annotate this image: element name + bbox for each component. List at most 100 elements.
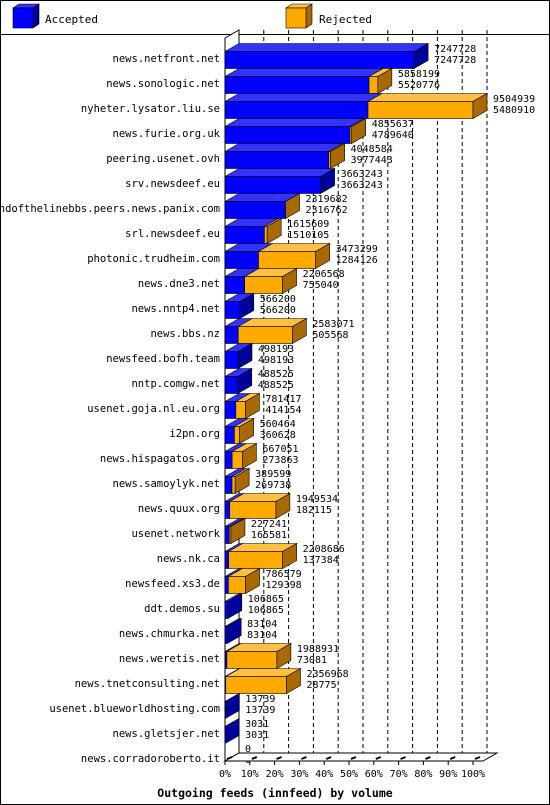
legend-rejected-swatch (285, 3, 313, 29)
bar-rejected-front (237, 326, 293, 344)
value-label-accepted: 165581 (251, 530, 287, 541)
bar-rejected-side (245, 392, 260, 420)
bar-rejected (257, 243, 331, 269)
bar-rejected-side (315, 242, 330, 270)
bar-accepted-front (224, 101, 369, 119)
bar-rejected-front (244, 276, 283, 294)
value-label-total: 1615609 (287, 219, 329, 230)
bar-rejected-front (228, 576, 246, 594)
bar-accepted-front (224, 526, 230, 544)
bar-accepted-front (224, 376, 239, 394)
bar-accepted-side (225, 692, 240, 720)
value-label-accepted: 182115 (296, 505, 332, 516)
bar-rejected-front (229, 501, 277, 519)
bar-accepted-side (227, 592, 243, 620)
bar-rejected-side (230, 517, 246, 545)
bar-rejected-side (330, 142, 345, 170)
category-label: nyheter.lysator.liu.se (81, 103, 220, 115)
category-label: i2pn.org (169, 428, 220, 440)
value-label-total: 488525 (258, 369, 294, 380)
value-label-accepted: 5520776 (398, 80, 440, 91)
value-label-accepted: 269738 (255, 480, 291, 491)
bar-accepted-front (224, 276, 246, 294)
x-tick-label: 30% (290, 769, 308, 780)
value-label-accepted: 1510105 (287, 230, 329, 241)
category-label: news.nk.ca (157, 553, 220, 565)
category-label: news.netfront.net (113, 53, 220, 65)
value-label-accepted: 498193 (258, 355, 294, 366)
bar-rejected-side (282, 267, 297, 295)
bar-accepted-front (224, 351, 239, 369)
category-label: news.nntp4.net (131, 303, 220, 315)
bar-accepted (223, 93, 384, 119)
bar-accepted-front (224, 326, 239, 344)
x-tick-slant-0 (226, 756, 233, 760)
value-label-accepted: 129398 (266, 580, 302, 591)
bar-accepted-side (239, 292, 255, 320)
value-label-total: 7247728 (434, 44, 476, 55)
bar-accepted-top (223, 118, 366, 127)
value-label-total: 9504939 (493, 94, 535, 105)
bar-accepted (223, 43, 430, 69)
bar-accepted-side (413, 42, 429, 70)
bar-rejected-front (264, 226, 268, 244)
bar-rejected (224, 668, 302, 694)
bar-rejected-side (266, 217, 282, 245)
value-label-total: 781417 (265, 394, 301, 405)
legend: Accepted Rejected (12, 3, 372, 29)
bar-accepted-side (237, 342, 253, 370)
bar-rejected (237, 318, 308, 344)
bar-rejected-front (235, 401, 246, 419)
value-label-total: 389599 (255, 469, 291, 480)
bar-rejected (366, 93, 489, 119)
x-tick-label: 60% (365, 769, 383, 780)
bar-accepted-top (223, 43, 430, 52)
bar-accepted (223, 68, 385, 94)
value-label-accepted: 3663243 (341, 180, 383, 191)
bar-rejected-front (228, 551, 283, 569)
x-tick-slant-3 (301, 756, 307, 760)
value-label-accepted: 414154 (265, 405, 301, 416)
x-tick-label: 50% (340, 769, 358, 780)
value-label-total: 4855637 (372, 119, 414, 130)
x-tick-slant-9 (449, 756, 456, 760)
value-label-total: 1949534 (296, 494, 338, 505)
x-tick-slant-10 (474, 756, 481, 760)
value-label-total: 3031 (245, 719, 269, 730)
category-label: news.bbs.nz (150, 328, 220, 340)
bar-accepted (223, 168, 336, 194)
value-label-accepted: 2316762 (306, 205, 348, 216)
bar-accepted-front (224, 626, 228, 644)
category-label: news.sonologic.net (106, 78, 220, 90)
bar-accepted-front (224, 176, 321, 194)
value-label-accepted: 106865 (248, 605, 284, 616)
category-label: news.tnetconsulting.net (75, 678, 220, 690)
bar-rejected-front (368, 76, 379, 94)
category-label: nntp.comgw.net (131, 378, 220, 390)
bar-accepted (223, 243, 274, 269)
bar-rejected (228, 493, 291, 519)
x-axis: 0% 10% 20% 30% 40% 50% 60% 70% 80% 90% 100% (219, 752, 499, 780)
bar-rejected-front (231, 476, 236, 494)
category-label: news.weretis.net (119, 653, 220, 665)
bar-rejected-side (286, 667, 301, 695)
x-tick-label: 20% (266, 769, 284, 780)
category-label: news.chmurka.net (119, 628, 220, 640)
value-label-total: 2356968 (306, 669, 348, 680)
bar-accepted-front (224, 576, 229, 594)
legend-accepted-label: Accepted (45, 13, 98, 26)
category-label: usenet.blueworldhosting.com (49, 703, 220, 715)
bar-rejected-front (226, 651, 278, 669)
value-label-accepted: 488525 (258, 380, 294, 391)
bar-rejected-front (234, 426, 240, 444)
bar-rejected-side (282, 542, 297, 570)
value-label-total: 566200 (260, 294, 296, 305)
category-label: news.dne3.net (138, 278, 220, 290)
value-label-total: 13739 (245, 694, 275, 705)
bar-accepted-front (224, 251, 259, 269)
value-label-total: 3473299 (336, 244, 378, 255)
value-label-accepted: 755040 (303, 280, 339, 291)
value-label-total: 498193 (258, 344, 294, 355)
value-label-accepted: 13739 (245, 705, 275, 716)
